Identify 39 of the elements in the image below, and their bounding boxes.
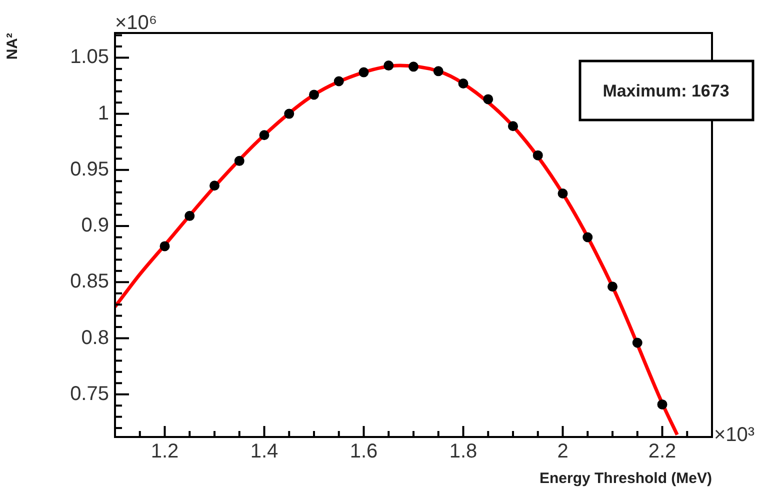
- y-tick-label: 1: [98, 102, 109, 124]
- point: [284, 108, 294, 119]
- y-tick-label: 0.85: [70, 270, 109, 293]
- point: [433, 66, 444, 76]
- point: [558, 188, 568, 198]
- point: [508, 121, 518, 132]
- x-tick-label: 2.2: [648, 440, 676, 463]
- point: [458, 78, 468, 88]
- point: [234, 156, 244, 166]
- point: [334, 76, 344, 86]
- x-tick-label: 1.2: [150, 440, 179, 463]
- point: [582, 232, 593, 242]
- point: [184, 210, 195, 221]
- point: [632, 338, 642, 348]
- y-tick-label: 1.05: [70, 46, 109, 68]
- y-tick-label: 0.95: [70, 158, 109, 180]
- y-tick-label: 0.75: [70, 382, 109, 405]
- annotation: ×10⁶: [115, 12, 158, 34]
- point: [657, 399, 668, 410]
- point: [408, 62, 418, 72]
- y-tick-label: 0.8: [81, 326, 109, 349]
- point: [160, 241, 170, 252]
- point: [358, 67, 369, 78]
- point: [608, 282, 618, 292]
- y-tick-label: 0.9: [81, 214, 109, 237]
- x-tick-label: 2: [557, 440, 568, 463]
- point: [309, 90, 319, 100]
- point: [259, 130, 270, 140]
- point: [384, 60, 394, 71]
- x-tick-label: 1.6: [350, 440, 378, 463]
- point: [532, 150, 543, 160]
- point: [483, 94, 494, 104]
- x-tick-label: 1.4: [250, 440, 278, 463]
- text: ×10³: [714, 424, 755, 446]
- y-axis-title: NA²: [4, 33, 22, 60]
- point: [210, 180, 220, 191]
- x-axis-title: Energy Threshold (MeV): [539, 470, 712, 488]
- x-tick-label: 1.8: [449, 440, 478, 463]
- annotation: Maximum: 1673: [602, 82, 730, 101]
